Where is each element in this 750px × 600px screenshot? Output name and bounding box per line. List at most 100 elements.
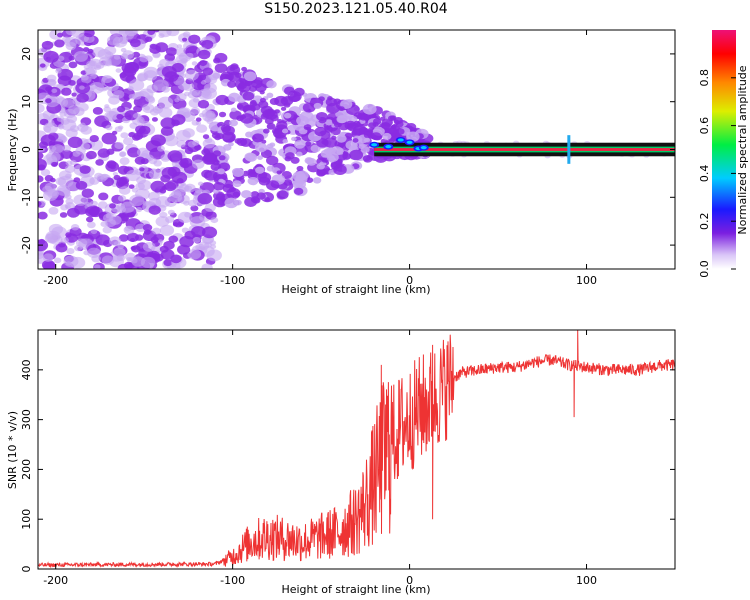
noise-blob — [65, 198, 74, 205]
noise-blob — [147, 30, 156, 35]
noise-blob — [131, 187, 138, 193]
noise-blob — [213, 170, 228, 182]
noise-blob — [116, 114, 124, 120]
noise-blob — [177, 221, 184, 227]
noise-blob — [190, 205, 199, 212]
noise-blob — [134, 234, 144, 241]
noise-blob — [90, 229, 98, 235]
noise-blob — [104, 51, 114, 59]
noise-blob — [69, 159, 77, 166]
noise-blob — [137, 179, 152, 191]
noise-blob — [197, 89, 212, 101]
noise-blob — [38, 211, 48, 220]
noise-blob — [80, 70, 87, 75]
noise-blob — [333, 164, 347, 176]
noise-blob — [164, 135, 179, 147]
noise-blob — [202, 67, 214, 76]
noise-blob — [66, 247, 75, 255]
noise-blob — [81, 75, 92, 84]
noise-blob — [63, 255, 79, 268]
noise-blob — [283, 179, 293, 186]
noise-blob — [159, 224, 175, 236]
noise-blob — [212, 72, 221, 79]
y-tick-label: -20 — [20, 236, 33, 254]
noise-blob — [123, 261, 134, 269]
y-tick-label: 300 — [20, 409, 33, 430]
y-tick-label: 400 — [20, 359, 33, 380]
noise-blob — [266, 180, 280, 191]
noise-blob — [104, 110, 118, 122]
noise-blob — [395, 128, 405, 135]
noise-blob — [209, 240, 217, 246]
noise-blob — [232, 168, 245, 177]
noise-blob — [103, 106, 111, 113]
noise-blob — [163, 259, 173, 267]
noise-blob — [87, 247, 101, 259]
noise-blob — [120, 132, 129, 139]
noise-blob — [105, 124, 113, 131]
noise-blob — [235, 175, 242, 181]
carrier-spot — [371, 143, 378, 147]
noise-blob — [85, 66, 97, 76]
noise-blob — [55, 243, 68, 253]
y-tick-label: 10 — [20, 95, 33, 109]
noise-blob — [175, 54, 188, 64]
noise-blob — [127, 211, 135, 218]
noise-blob — [86, 150, 97, 160]
noise-blob — [202, 134, 210, 140]
y-tick-label: 0 — [20, 146, 33, 153]
noise-blob — [218, 155, 226, 161]
noise-blob — [128, 184, 135, 189]
noise-blob — [228, 92, 241, 102]
noise-blob — [191, 61, 198, 66]
colorbar-tick-label: 0.8 — [698, 69, 711, 87]
noise-blob — [119, 157, 130, 165]
noise-blob — [57, 175, 74, 188]
noise-blob — [197, 49, 211, 60]
noise-blob — [170, 254, 182, 264]
noise-blob — [135, 206, 143, 213]
noise-blob — [114, 141, 124, 150]
noise-blob — [68, 55, 76, 61]
noise-blob — [143, 70, 158, 81]
noise-blob — [155, 196, 171, 208]
noise-blob — [215, 94, 229, 106]
noise-blob — [241, 190, 252, 199]
noise-blob — [125, 169, 141, 182]
noise-blob — [70, 30, 85, 38]
noise-blob — [60, 204, 69, 211]
noise-blob — [248, 168, 254, 174]
spectrogram-ylabel: Frequency (Hz) — [6, 109, 19, 192]
noise-blob — [57, 124, 65, 130]
noise-blob — [149, 43, 158, 50]
noise-blob — [140, 158, 149, 165]
noise-blob — [73, 50, 89, 62]
colorbar-tick-label: 0.2 — [698, 212, 711, 230]
snr-frame — [37, 329, 676, 570]
noise-blob — [338, 106, 345, 112]
noise-blob — [232, 191, 240, 198]
noise-blob — [122, 50, 135, 60]
noise-blob — [75, 180, 88, 190]
noise-blob — [188, 98, 201, 108]
noise-blob — [157, 145, 165, 152]
noise-blob — [79, 165, 91, 174]
noise-blob — [63, 108, 77, 119]
x-tick-label: 0 — [406, 274, 413, 287]
noise-blob — [187, 90, 199, 99]
noise-blob — [95, 62, 105, 69]
noise-blob — [182, 128, 195, 138]
noise-blob — [118, 36, 129, 45]
noise-blob — [106, 148, 115, 155]
noise-blob — [171, 114, 186, 126]
noise-blob — [212, 160, 220, 166]
noise-blob — [188, 199, 197, 207]
noise-blob — [201, 226, 218, 239]
noise-blob — [389, 115, 397, 121]
noise-blob — [351, 130, 358, 136]
noise-blob — [291, 136, 297, 142]
noise-blob — [109, 203, 116, 209]
noise-blob — [245, 153, 258, 162]
noise-blob — [172, 222, 179, 227]
noise-blob — [230, 107, 237, 112]
